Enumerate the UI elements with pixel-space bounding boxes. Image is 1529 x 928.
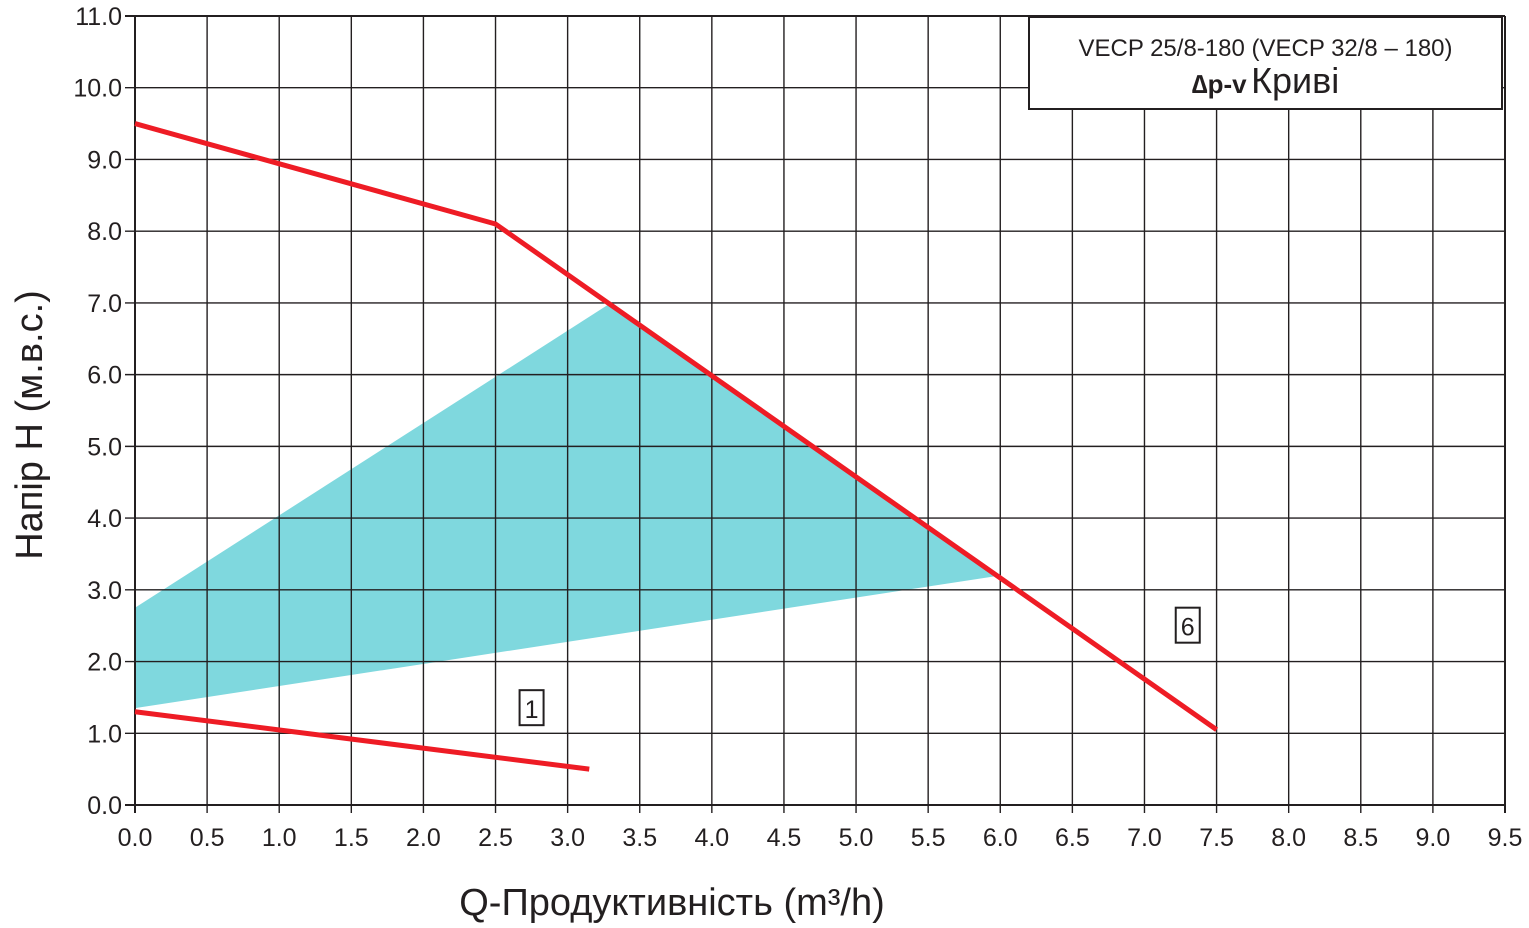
x-tick-label: 8.5 — [1343, 824, 1378, 852]
curve-1 — [134, 709, 590, 772]
x-tick-label: 6.5 — [1055, 824, 1090, 852]
curve-6 — [134, 121, 1219, 732]
x-tick-label: 0.5 — [190, 824, 225, 852]
chart-title-curves: ∆p-v Криві — [1030, 63, 1501, 107]
curve-label-box — [1174, 606, 1201, 644]
x-tick-label: 9.5 — [1488, 824, 1523, 852]
y-tick-label: 3.0 — [87, 577, 122, 605]
x-tick-label: 0.0 — [118, 824, 153, 852]
y-tick-label: 11.0 — [75, 3, 122, 31]
y-axis-title: Напір H (м.в.с.) — [9, 290, 51, 560]
y-tick-label: 1.0 — [87, 720, 122, 748]
x-tick-label: 4.5 — [767, 824, 802, 852]
chart-title-box: VECP 25/8-180 (VECP 32/8 – 180) ∆p-v Кри… — [1028, 16, 1503, 110]
curves-word: Криві — [1251, 60, 1340, 101]
series-labels: 16 — [518, 606, 1201, 727]
x-tick-label: 2.5 — [478, 824, 513, 852]
x-tick-label: 7.5 — [1199, 824, 1234, 852]
x-tick-label: 4.0 — [694, 824, 729, 852]
curve-label-box — [518, 689, 545, 727]
x-tick-label: 5.0 — [839, 824, 874, 852]
x-tick-label: 9.0 — [1416, 824, 1451, 852]
x-tick-label: 8.0 — [1271, 824, 1306, 852]
x-tick-label: 2.0 — [406, 824, 441, 852]
y-tick-label: 0.0 — [87, 792, 122, 820]
y-tick-label: 6.0 — [87, 362, 122, 390]
curve-label: 6 — [1181, 614, 1195, 642]
y-tick-labels: 0.0 1.0 2.0 3.0 4.0 5.0 6.0 7.0 8.0 9.0 10.0 11.0 — [73, 3, 122, 820]
y-tick-label: 8.0 — [87, 218, 122, 246]
chart-grid — [125, 15, 1506, 813]
y-tick-label: 10.0 — [73, 75, 122, 103]
y-tick-label: 4.0 — [87, 505, 122, 533]
x-tick-label: 1.0 — [262, 824, 297, 852]
x-tick-label: 5.5 — [911, 824, 946, 852]
y-tick-label: 2.0 — [87, 649, 122, 677]
chart-title-model: VECP 25/8-180 (VECP 32/8 – 180) — [1078, 35, 1453, 62]
y-tick-label: 7.0 — [87, 290, 122, 318]
x-tick-label: 6.0 — [983, 824, 1018, 852]
x-tick-label: 3.5 — [622, 824, 657, 852]
y-tick-label: 9.0 — [87, 146, 122, 174]
delta-p-v-symbol: ∆p-v — [1191, 69, 1247, 99]
chart-series — [134, 121, 1219, 772]
x-axis-title: Q-Продуктивність (m³/h) — [459, 882, 885, 924]
x-tick-labels: 0.0 0.5 1.0 1.5 2.0 2.5 3.0 3.5 4.0 4.5 5.0 5.5 6.0 6… — [118, 824, 1523, 852]
curve-label: 1 — [525, 696, 539, 724]
x-tick-label: 3.0 — [550, 824, 585, 852]
x-tick-label: 7.0 — [1127, 824, 1162, 852]
x-tick-label: 1.5 — [334, 824, 369, 852]
y-tick-label: 5.0 — [87, 433, 122, 461]
